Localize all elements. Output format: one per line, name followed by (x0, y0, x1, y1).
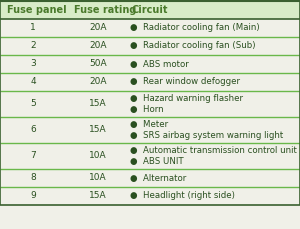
Text: 20A: 20A (89, 24, 107, 33)
Text: ●  Horn: ● Horn (130, 105, 164, 114)
Text: 10A: 10A (89, 174, 107, 183)
Text: ●  ABS UNIT: ● ABS UNIT (130, 157, 184, 166)
Text: ●  Rear window defogger: ● Rear window defogger (130, 77, 240, 87)
Text: ●  Radiator cooling fan (Sub): ● Radiator cooling fan (Sub) (130, 41, 256, 51)
Text: 20A: 20A (89, 77, 107, 87)
Text: ●  ABS motor: ● ABS motor (130, 60, 189, 68)
Text: ●  Alternator: ● Alternator (130, 174, 186, 183)
Bar (0, 1, 300, 19)
Text: 3: 3 (30, 60, 36, 68)
Text: 7: 7 (30, 152, 36, 161)
Text: ●  Headlight (right side): ● Headlight (right side) (130, 191, 235, 201)
Text: Fuse panel: Fuse panel (7, 5, 67, 15)
Text: 50A: 50A (89, 60, 107, 68)
Text: Fuse rating: Fuse rating (74, 5, 136, 15)
Text: 1: 1 (30, 24, 36, 33)
Text: 4: 4 (30, 77, 36, 87)
Text: ●  Automatic transmission control unit: ● Automatic transmission control unit (130, 146, 297, 155)
Text: ●  SRS airbag system warning light: ● SRS airbag system warning light (130, 131, 283, 140)
Text: 15A: 15A (89, 191, 107, 201)
Text: ●  Hazard warning flasher: ● Hazard warning flasher (130, 94, 243, 103)
Text: ●  Radiator cooling fan (Main): ● Radiator cooling fan (Main) (130, 24, 260, 33)
Text: 15A: 15A (89, 99, 107, 109)
Text: 8: 8 (30, 174, 36, 183)
Text: Circuit: Circuit (132, 5, 169, 15)
Text: 5: 5 (30, 99, 36, 109)
Text: ●  Meter: ● Meter (130, 120, 168, 129)
Text: 15A: 15A (89, 125, 107, 134)
Text: 20A: 20A (89, 41, 107, 51)
Text: 6: 6 (30, 125, 36, 134)
Text: 10A: 10A (89, 152, 107, 161)
Text: 2: 2 (30, 41, 36, 51)
Text: 9: 9 (30, 191, 36, 201)
